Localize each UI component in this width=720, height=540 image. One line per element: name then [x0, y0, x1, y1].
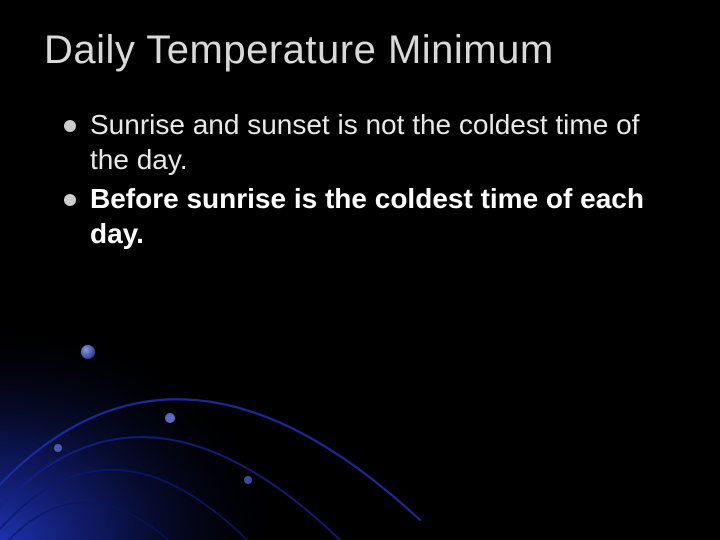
slide-content: Daily Temperature Minimum Sunrise and su…	[0, 0, 720, 251]
bullet-dot-icon	[64, 120, 76, 132]
bullet-text: Sunrise and sunset is not the coldest ti…	[90, 107, 676, 177]
bullet-dot-icon	[64, 194, 76, 206]
bullet-item: Sunrise and sunset is not the coldest ti…	[64, 107, 676, 177]
bullet-list: Sunrise and sunset is not the coldest ti…	[44, 107, 676, 251]
slide-title: Daily Temperature Minimum	[44, 28, 676, 73]
bullet-text: Before sunrise is the coldest time of ea…	[90, 181, 676, 251]
bullet-item: Before sunrise is the coldest time of ea…	[64, 181, 676, 251]
